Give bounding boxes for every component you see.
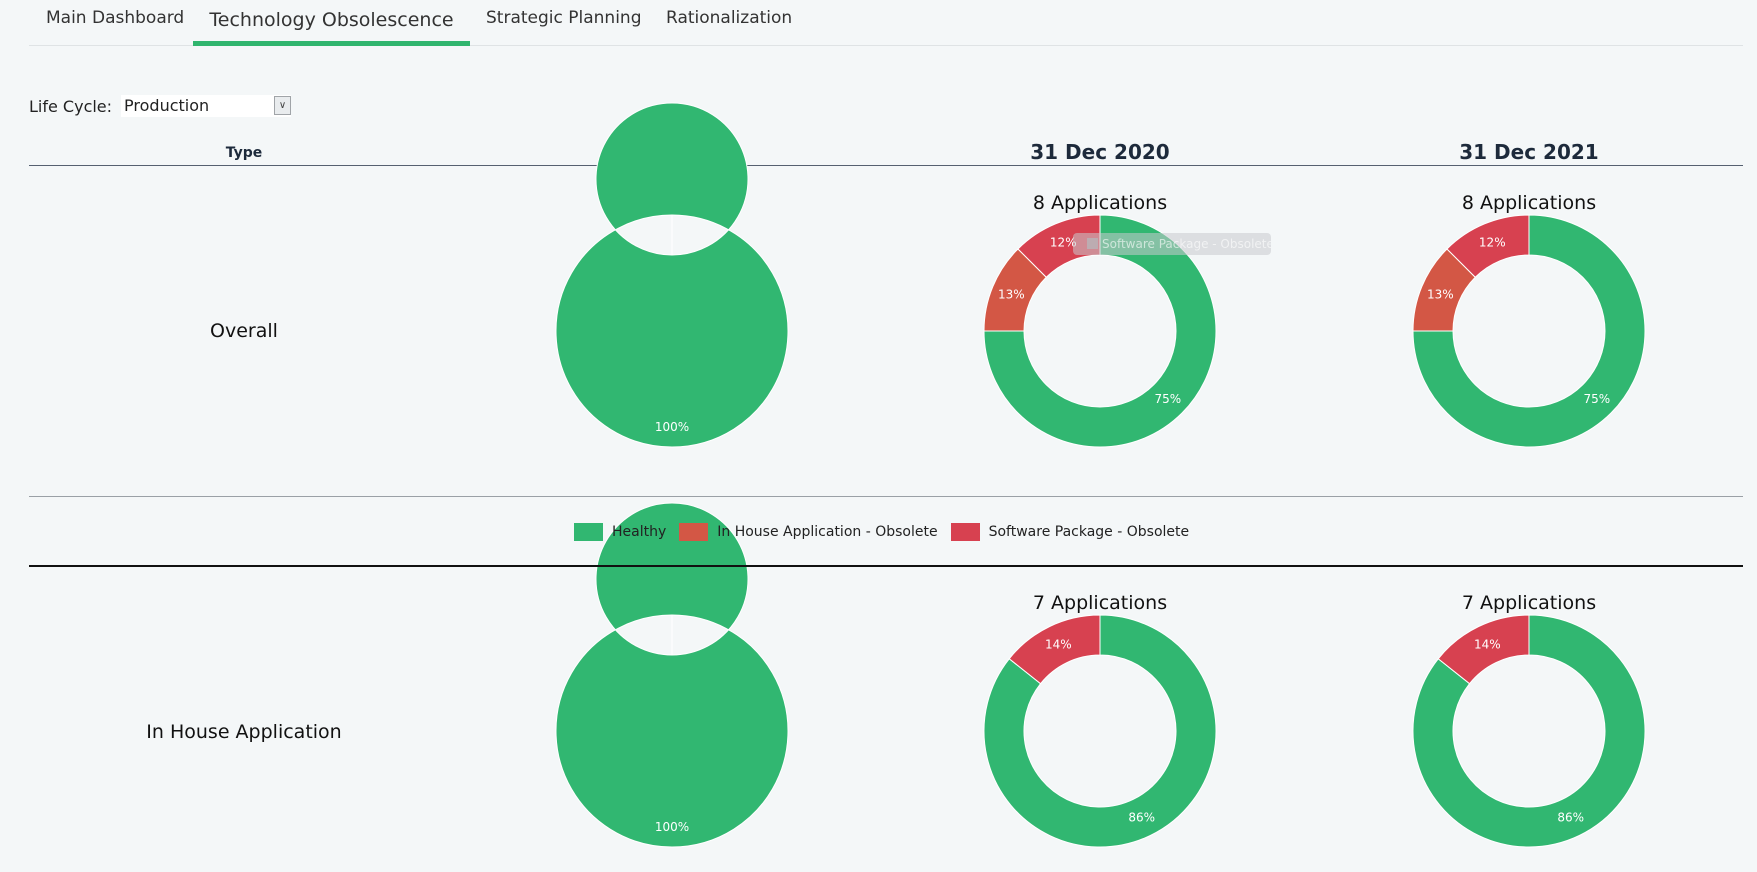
legend-swatch bbox=[950, 523, 980, 541]
tab-strategic-planning[interactable]: Strategic Planning bbox=[486, 8, 642, 28]
donut-slice-software-package-obsolete[interactable] bbox=[1017, 214, 1101, 278]
chart-title: 7 Applications bbox=[1461, 592, 1597, 614]
chevron-down-icon[interactable]: ∨ bbox=[274, 96, 292, 115]
column-header-type: Type bbox=[225, 145, 263, 161]
tab-technology-obsolescence[interactable]: Technology Obsolescence bbox=[193, 0, 470, 46]
donut-slice-label: 13% bbox=[1427, 287, 1454, 301]
donut-slice-label: 14% bbox=[1045, 638, 1072, 652]
donut-slice-label: 75% bbox=[1155, 392, 1182, 406]
lifecycle-select[interactable]: Production ∨ bbox=[121, 95, 292, 117]
donut-slice-label: 12% bbox=[1050, 235, 1077, 249]
donut-slice-label: 12% bbox=[1479, 235, 1506, 249]
donut-slice-healthy[interactable] bbox=[555, 102, 789, 448]
section-divider bbox=[29, 496, 1743, 497]
donut-slice-healthy[interactable] bbox=[1412, 614, 1646, 848]
donut-chart-inhouse-2019: 100% bbox=[555, 502, 789, 848]
header-divider bbox=[29, 165, 1743, 166]
donut-chart-overall-2020: 75% 13% 12% bbox=[983, 214, 1217, 448]
donut-slice-label: 86% bbox=[1128, 810, 1155, 824]
chart-tooltip: Software Package - Obsolete: 1 bbox=[1073, 233, 1271, 255]
donut-slice-healthy[interactable] bbox=[983, 614, 1217, 848]
donut-slice-label: 75% bbox=[1584, 392, 1611, 406]
column-header-date-3: 31 Dec 2021 bbox=[1459, 140, 1599, 164]
lifecycle-selected-value: Production bbox=[124, 96, 210, 115]
donut-slice-label: 14% bbox=[1474, 638, 1501, 652]
legend-label: Software Package - Obsolete bbox=[988, 524, 1190, 540]
donut-slice-healthy[interactable] bbox=[1412, 214, 1646, 448]
row-label-overall: Overall bbox=[210, 320, 278, 342]
chart-title: 8 Applications bbox=[1461, 192, 1597, 214]
legend-item-software-obsolete[interactable]: Software Package - Obsolete bbox=[950, 523, 1190, 541]
column-header-date-2: 31 Dec 2020 bbox=[1030, 140, 1170, 164]
legend-label: Healthy bbox=[612, 524, 667, 540]
chart-title: 8 Applications bbox=[1032, 192, 1168, 214]
legend-swatch bbox=[574, 523, 603, 541]
donut-slice-label: 13% bbox=[998, 287, 1025, 301]
lifecycle-label: Life Cycle: bbox=[29, 96, 113, 116]
lifecycle-filter: Life Cycle: Production ∨ bbox=[29, 94, 292, 118]
tab-bar: Main Dashboard Technology Obsolescence S… bbox=[29, 0, 1743, 46]
legend-swatch bbox=[679, 523, 709, 541]
donut-slice-healthy[interactable] bbox=[983, 214, 1217, 448]
donut-slice-label: 100% bbox=[655, 820, 689, 834]
row-label-in-house: In House Application bbox=[146, 721, 342, 743]
donut-slice-software-package-obsolete[interactable] bbox=[1437, 614, 1530, 685]
donut-chart-overall-2019: 100% bbox=[555, 102, 789, 448]
tab-rationalization[interactable]: Rationalization bbox=[666, 8, 793, 28]
section-divider-bold bbox=[29, 565, 1743, 567]
donut-chart-overall-2021: 75% 13% 12% bbox=[1412, 214, 1646, 448]
donut-slice-healthy[interactable] bbox=[555, 502, 789, 848]
donut-slice-software-package-obsolete[interactable] bbox=[1008, 614, 1101, 685]
donut-slice-label: 100% bbox=[655, 420, 689, 434]
legend-item-healthy[interactable]: Healthy bbox=[574, 523, 666, 541]
tab-main-dashboard[interactable]: Main Dashboard bbox=[46, 8, 185, 28]
chart-legend: Healthy In House Application - Obsolete … bbox=[574, 522, 1202, 542]
legend-item-inhouse-obsolete[interactable]: In House Application - Obsolete bbox=[679, 523, 938, 541]
donut-slice-label: 86% bbox=[1557, 810, 1584, 824]
chart-title: 7 Applications bbox=[1032, 592, 1168, 614]
donut-slice-software-package-obsolete[interactable] bbox=[1446, 214, 1530, 278]
donut-chart-inhouse-2021: 86% 14% bbox=[1412, 614, 1646, 848]
legend-label: In House Application - Obsolete bbox=[717, 524, 938, 540]
donut-chart-inhouse-2020: 86% 14% bbox=[983, 614, 1217, 848]
